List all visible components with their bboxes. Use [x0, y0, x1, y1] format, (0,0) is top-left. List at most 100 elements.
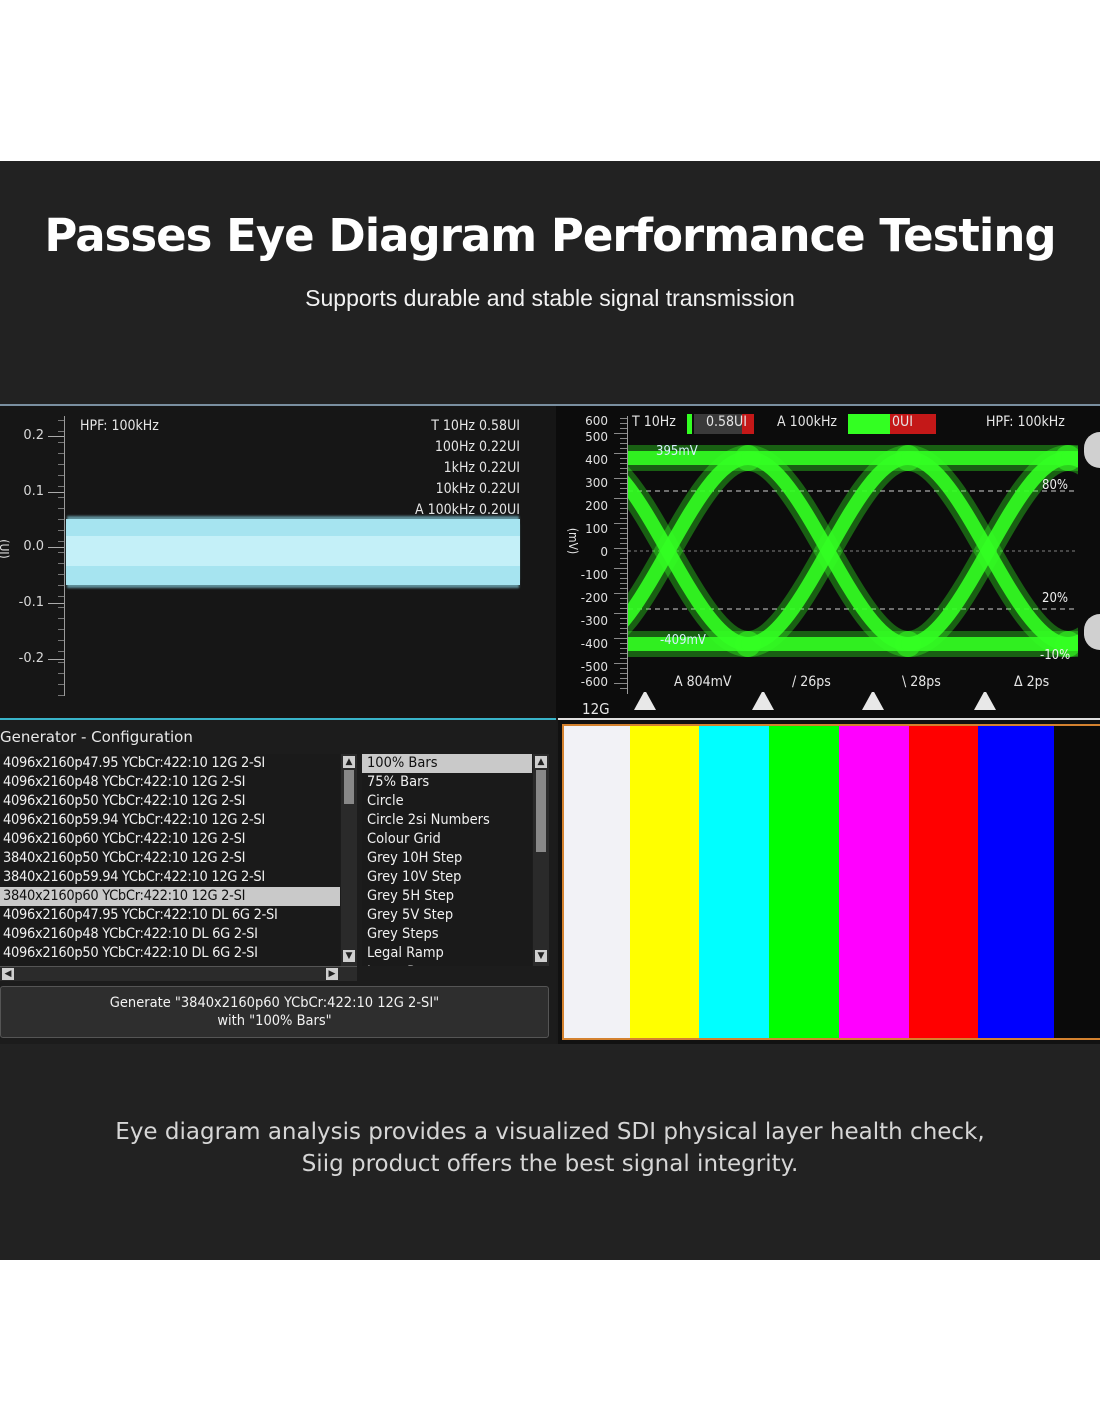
- eye-minor-tick: [620, 468, 627, 469]
- format-list-item[interactable]: 4096x2160p48 YCbCr:422:10 DL 6G 2-SI: [3, 926, 258, 942]
- jitter-minor-tick: [58, 464, 64, 465]
- format-list-item[interactable]: 3840x2160p59.94 YCbCr:422:10 12G 2-SI: [3, 869, 265, 885]
- panel-scroll-handle-top[interactable]: [1084, 432, 1100, 468]
- pattern-list-item[interactable]: Circle 2si Numbers: [367, 812, 490, 828]
- eye-minor-tick: [620, 563, 627, 564]
- pattern-list[interactable]: 100% Bars 75% Bars Circle Circle 2si Number…: [362, 754, 532, 966]
- eye-minor-tick: [620, 463, 627, 464]
- pattern-list-item[interactable]: 75% Bars: [367, 774, 430, 790]
- color-bar: [838, 726, 909, 1038]
- jitter-panel: HPF: 100kHz (UI) 0.2 0.1 0.0 -0.1 -0.2 T 10H…: [0, 404, 556, 718]
- eye-t-chip-alarm: [742, 414, 754, 434]
- jitter-readout: A 100kHz 0.20UI: [415, 502, 520, 518]
- eye-minor-tick: [620, 598, 627, 599]
- eye-y-axis: [627, 416, 628, 694]
- color-bar: [978, 726, 1055, 1038]
- eye-trace-rising: [741, 451, 915, 651]
- format-list-horizontal-scrollbar[interactable]: ◀ ▶: [0, 966, 357, 981]
- jitter-minor-tick: [58, 530, 64, 531]
- eye-minor-tick: [614, 613, 627, 614]
- color-bar: [699, 726, 770, 1038]
- eye-minor-tick: [614, 478, 627, 479]
- eye-pct-20: 20%: [1042, 591, 1068, 606]
- pattern-list-item[interactable]: Grey 5H Step: [367, 888, 454, 904]
- eye-t-level-bar: [687, 414, 692, 434]
- format-list-item[interactable]: 4096x2160p50 YCbCr:422:10 DL 6G 2-SI: [3, 945, 258, 961]
- eye-minor-tick: [614, 548, 627, 549]
- pattern-list-item[interactable]: Grey Steps: [367, 926, 439, 942]
- pattern-list-item[interactable]: Circle: [367, 793, 404, 809]
- format-list-item[interactable]: 4096x2160p47.95 YCbCr:422:10 12G 2-SI: [3, 755, 265, 771]
- eye-footer-readout: / 26ps: [792, 674, 831, 690]
- eye-minor-tick: [620, 648, 627, 649]
- format-list-item[interactable]: 3840x2160p50 YCbCr:422:10 12G 2-SI: [3, 850, 246, 866]
- eye-y-tick: -400: [580, 637, 608, 651]
- jitter-minor-tick: [58, 475, 64, 476]
- eye-minor-tick: [620, 583, 627, 584]
- scroll-left-arrow[interactable]: ◀: [2, 968, 14, 980]
- eye-bottom-marker: -409mV: [660, 633, 706, 648]
- scroll-down-arrow[interactable]: ▼: [535, 950, 547, 962]
- jitter-minor-tick: [58, 673, 64, 674]
- eye-minor-tick: [620, 558, 627, 559]
- generator-title: Generator - Configuration: [0, 728, 193, 746]
- eye-y-tick: -600: [580, 675, 608, 689]
- pattern-list-scrollbar[interactable]: ▲ ▼: [533, 754, 549, 966]
- format-list-item[interactable]: 4096x2160p47.95 YCbCr:422:10 DL 6G 2-SI: [3, 907, 278, 923]
- eye-minor-tick: [620, 633, 627, 634]
- jitter-minor-tick: [58, 651, 64, 652]
- jitter-minor-tick: [58, 519, 64, 520]
- eye-minor-tick: [620, 573, 627, 574]
- format-list-item[interactable]: 4096x2160p48 YCbCr:422:10 12G 2-SI: [3, 774, 246, 790]
- format-list-scrollbar[interactable]: ▲ ▼: [341, 754, 357, 966]
- eye-minor-tick: [620, 668, 627, 669]
- scroll-thumb[interactable]: [344, 770, 354, 804]
- pattern-list-item[interactable]: Legal Ramp: [367, 945, 444, 961]
- panel-scroll-handle-bottom[interactable]: [1084, 614, 1100, 650]
- eye-minor-tick: [614, 498, 627, 499]
- eye-minor-tick: [620, 518, 627, 519]
- eye-minor-tick: [614, 568, 627, 569]
- eye-histogram-peak: [634, 692, 656, 710]
- scroll-thumb[interactable]: [536, 770, 546, 852]
- scroll-right-arrow[interactable]: ▶: [326, 968, 338, 980]
- pattern-list-item[interactable]: Colour Grid: [367, 831, 441, 847]
- eye-minor-tick: [614, 638, 627, 639]
- jitter-minor-tick: [58, 640, 64, 641]
- jitter-axis-unit: (UI): [0, 539, 11, 559]
- eye-minor-tick: [614, 593, 627, 594]
- format-list[interactable]: 4096x2160p47.95 YCbCr:422:10 12G 2-SI 409…: [0, 754, 340, 966]
- caption: Eye diagram analysis provides a visualiz…: [0, 1116, 1100, 1180]
- eye-top-marker: 395mV: [656, 444, 698, 459]
- scroll-down-arrow[interactable]: ▼: [343, 950, 355, 962]
- jitter-tick-mark: [48, 659, 64, 660]
- eye-minor-tick: [620, 508, 627, 509]
- eye-minor-tick: [620, 678, 627, 679]
- eye-t-label: T 10Hz: [632, 414, 676, 430]
- jitter-y-tick: 0.2: [23, 428, 44, 443]
- page-title: Passes Eye Diagram Performance Testing: [44, 209, 1056, 262]
- eye-minor-tick: [620, 658, 627, 659]
- pattern-list-item[interactable]: Grey 10H Step: [367, 850, 463, 866]
- eye-minor-tick: [620, 418, 627, 419]
- format-list-item[interactable]: 4096x2160p59.94 YCbCr:422:10 12G 2-SI: [3, 812, 265, 828]
- pattern-list-item[interactable]: Grey 5V Step: [367, 907, 454, 923]
- generate-button[interactable]: Generate "3840x2160p60 YCbCr:422:10 12G …: [0, 986, 549, 1038]
- scroll-up-arrow[interactable]: ▲: [535, 756, 547, 768]
- scroll-up-arrow[interactable]: ▲: [343, 756, 355, 768]
- promo-banner: Passes Eye Diagram Performance Testing S…: [0, 161, 1100, 1260]
- pattern-list-item[interactable]: Grey 10V Step: [367, 869, 462, 885]
- eye-minor-tick: [620, 618, 627, 619]
- color-bars: [562, 724, 1100, 1040]
- eye-minor-tick: [614, 453, 627, 454]
- eye-a-value: 0UI: [892, 414, 913, 430]
- format-list-item[interactable]: 4096x2160p50 YCbCr:422:10 12G 2-SI: [3, 793, 246, 809]
- format-list-item[interactable]: 4096x2160p60 YCbCr:422:10 12G 2-SI: [3, 831, 246, 847]
- jitter-minor-tick: [58, 563, 64, 564]
- pattern-list-item[interactable]: 100% Bars: [362, 754, 532, 773]
- eye-minor-tick: [620, 643, 627, 644]
- pattern-list-item[interactable]: Luma Ramp: [362, 963, 532, 966]
- format-list-item[interactable]: 3840x2160p60 YCbCr:422:10 12G 2-SI: [0, 887, 340, 906]
- jitter-y-tick: 0.0: [23, 539, 44, 554]
- jitter-minor-tick: [58, 552, 64, 553]
